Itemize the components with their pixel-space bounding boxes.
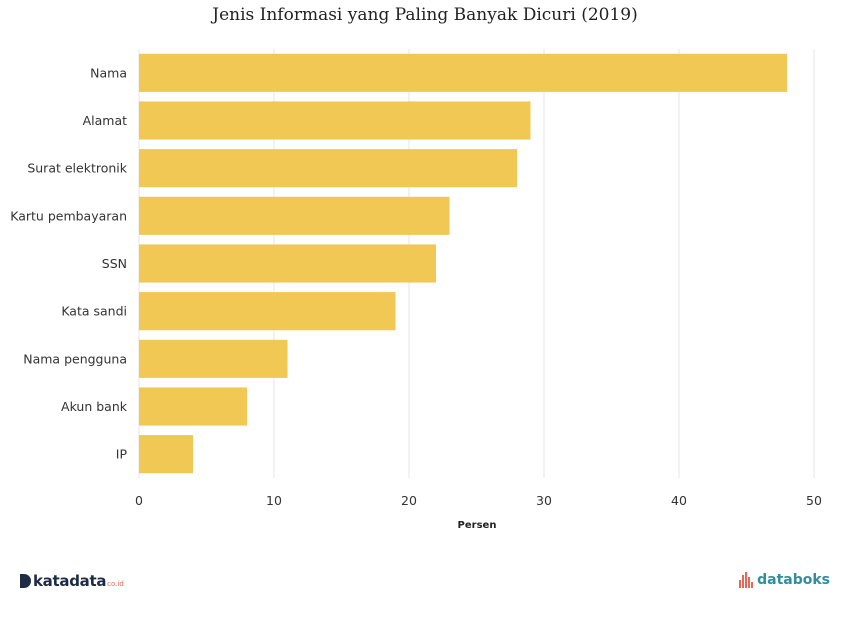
- bar[interactable]: [139, 244, 436, 283]
- x-tick-label: 30: [536, 493, 552, 508]
- category-labels: Nama Alamat Surat elektronik Kartu pembayar…: [10, 65, 128, 461]
- x-axis-title: Persen: [458, 520, 497, 531]
- category-label: Surat elektronik: [27, 161, 127, 176]
- x-tick-label: 0: [135, 493, 143, 508]
- katadata-logo-text: katadata: [33, 572, 107, 590]
- category-label: Nama: [90, 65, 127, 80]
- bar[interactable]: [139, 149, 517, 188]
- databoks-bars-icon: [739, 572, 754, 588]
- x-tick-label: 50: [806, 493, 822, 508]
- chart-title: Jenis Informasi yang Paling Banyak Dicur…: [212, 5, 638, 25]
- x-tick-label: 20: [401, 493, 417, 508]
- bar[interactable]: [139, 292, 396, 331]
- category-label: IP: [116, 447, 128, 462]
- bar[interactable]: [139, 196, 450, 235]
- bar[interactable]: [139, 339, 288, 378]
- x-tick-labels: 0 10 20 30 40 50: [135, 493, 822, 508]
- category-label: Akun bank: [61, 399, 128, 414]
- databoks-logo-text: databoks: [757, 572, 830, 588]
- databoks-logo: databoks: [739, 572, 830, 588]
- katadata-mark-icon: [20, 574, 31, 588]
- x-tick-label: 40: [671, 493, 687, 508]
- bar[interactable]: [139, 53, 787, 92]
- katadata-logo: katadata co.id: [20, 572, 124, 590]
- bars: [139, 53, 787, 474]
- bar[interactable]: [139, 387, 247, 426]
- category-label: SSN: [102, 256, 127, 271]
- category-label: Kartu pembayaran: [10, 208, 127, 223]
- x-tick-label: 10: [266, 493, 282, 508]
- bar[interactable]: [139, 101, 531, 140]
- category-label: Alamat: [83, 113, 128, 128]
- category-label: Kata sandi: [61, 304, 127, 319]
- bar[interactable]: [139, 435, 193, 474]
- katadata-logo-suffix: co.id: [107, 580, 124, 588]
- category-label: Nama pengguna: [23, 351, 127, 366]
